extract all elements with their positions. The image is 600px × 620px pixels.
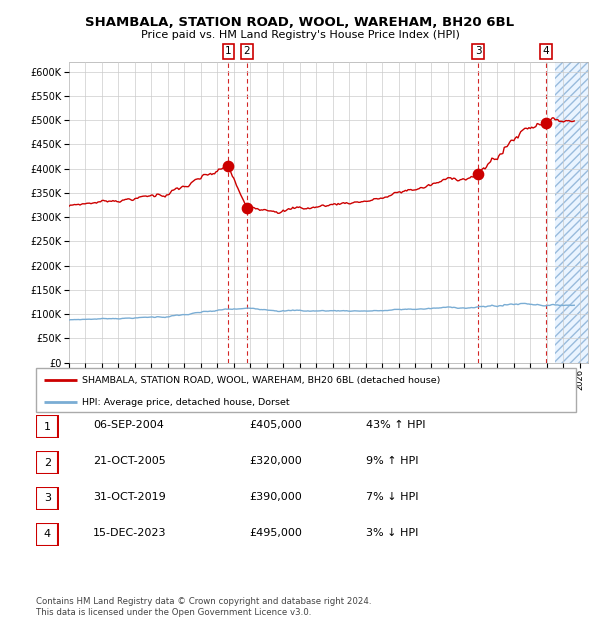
Bar (555, 62, 600, 363)
Text: This data is licensed under the Open Government Licence v3.0.: This data is licensed under the Open Gov… (36, 608, 311, 617)
Text: 2: 2 (244, 46, 250, 56)
FancyBboxPatch shape (37, 523, 58, 546)
Text: 7% ↓ HPI: 7% ↓ HPI (366, 492, 419, 502)
Text: SHAMBALA, STATION ROAD, WOOL, WAREHAM, BH20 6BL (detached house): SHAMBALA, STATION ROAD, WOOL, WAREHAM, B… (82, 376, 440, 384)
FancyBboxPatch shape (37, 415, 58, 438)
Text: 06-SEP-2004: 06-SEP-2004 (93, 420, 164, 430)
Text: 21-OCT-2005: 21-OCT-2005 (93, 456, 166, 466)
FancyBboxPatch shape (37, 487, 58, 510)
Text: 9% ↑ HPI: 9% ↑ HPI (366, 456, 419, 466)
Text: 1: 1 (225, 46, 232, 56)
Point (473, 169, 483, 179)
Text: HPI: Average price, detached house, Dorset: HPI: Average price, detached house, Dors… (82, 398, 290, 407)
Text: £495,000: £495,000 (249, 528, 302, 538)
FancyBboxPatch shape (37, 451, 58, 474)
Point (541, 118, 551, 128)
Text: 3% ↓ HPI: 3% ↓ HPI (366, 528, 418, 538)
FancyBboxPatch shape (36, 368, 576, 412)
Point (242, 203, 252, 213)
Text: 1: 1 (44, 422, 51, 432)
Text: 3: 3 (44, 494, 51, 503)
Text: 15-DEC-2023: 15-DEC-2023 (93, 528, 167, 538)
Text: 43% ↑ HPI: 43% ↑ HPI (366, 420, 425, 430)
Text: Contains HM Land Registry data © Crown copyright and database right 2024.: Contains HM Land Registry data © Crown c… (36, 597, 371, 606)
Text: 4: 4 (44, 529, 51, 539)
Point (224, 161, 233, 171)
Text: SHAMBALA, STATION ROAD, WOOL, WAREHAM, BH20 6BL: SHAMBALA, STATION ROAD, WOOL, WAREHAM, B… (85, 16, 515, 29)
Text: 2: 2 (44, 458, 51, 467)
Text: Price paid vs. HM Land Registry's House Price Index (HPI): Price paid vs. HM Land Registry's House … (140, 30, 460, 40)
Text: £390,000: £390,000 (249, 492, 302, 502)
Text: 4: 4 (543, 46, 550, 56)
Text: 31-OCT-2019: 31-OCT-2019 (93, 492, 166, 502)
Bar (555, 62, 600, 363)
Text: 3: 3 (475, 46, 481, 56)
Text: £405,000: £405,000 (249, 420, 302, 430)
Text: £320,000: £320,000 (249, 456, 302, 466)
